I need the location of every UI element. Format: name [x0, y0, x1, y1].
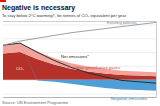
brand-tag: [0, 0, 6, 2]
grid-line: [3, 94, 156, 95]
grid-tick: [3, 38, 156, 39]
title: Negative is necessary: [2, 4, 75, 12]
series-label: Other greenhouse gases: [74, 65, 120, 70]
area: [3, 43, 156, 76]
line: [3, 22, 156, 45]
plot: CO₂ Other greenhouse gases Negative emissi…: [3, 20, 157, 102]
y-axis-line: [3, 22, 157, 98]
line: [3, 43, 156, 83]
chart: Negative is necessaryTo stay below 2°C w…: [0, 0, 160, 106]
area: [3, 52, 156, 80]
subtitle: To stay below 2°C warming†, bn tonnes of…: [2, 13, 127, 18]
series-label: Negative emissions: [111, 96, 147, 101]
series-label: CO₂: [16, 66, 24, 71]
series-label: Existing policies: [107, 20, 137, 25]
marks: [3, 22, 156, 90]
grid-line: [3, 38, 156, 39]
grid-tick: [3, 94, 156, 95]
series-label: Net emissions*: [61, 54, 89, 59]
y-axis: [3, 22, 157, 98]
area: [3, 43, 156, 91]
source: Source: UN Environment Programme: [2, 100, 69, 105]
